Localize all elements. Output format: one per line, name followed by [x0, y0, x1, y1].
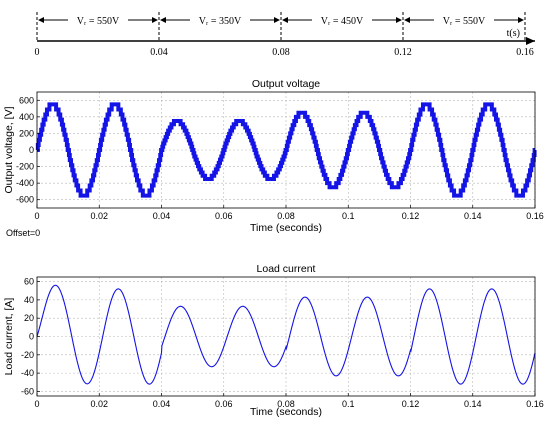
- chart-title: Load current: [257, 263, 316, 275]
- x-tick-label: 0: [34, 211, 39, 221]
- series-line-voltage: [35, 102, 537, 198]
- x-tick-label: 0.08: [277, 211, 295, 221]
- interval-arrowhead-right: [518, 17, 524, 23]
- interval-arrowhead-left: [404, 17, 410, 23]
- output-voltage-chart: 0 0.02 0.04 0.06 0.08 0.1 0.12 0.14 0.16 600 400 20…: [3, 78, 544, 234]
- interval-label: Vᵣ = 550V: [77, 16, 120, 27]
- x-tick-label: 0.1: [342, 399, 355, 409]
- y-tick-label: 40: [24, 295, 34, 305]
- x-tick-label: 0.16: [526, 211, 544, 221]
- x-tick-label: 0.1: [342, 211, 355, 221]
- y-axis-label: Output voltage, [V]: [3, 106, 15, 193]
- x-tick-label: 0.04: [153, 211, 171, 221]
- x-tick-label: 0.04: [153, 399, 171, 409]
- y-tick-label: 400: [19, 112, 34, 122]
- interval-label-bg: [312, 12, 372, 27]
- x-tick-label: 0.02: [90, 211, 108, 221]
- x-tick-label: 0.14: [464, 399, 482, 409]
- y-tick-label: -600: [16, 195, 34, 205]
- x-tick-label: 0.12: [402, 399, 420, 409]
- y-axis-label: Load current, [A]: [3, 298, 15, 376]
- y-tick-label: -20: [21, 350, 34, 360]
- interval-label: Vᵣ = 450V: [321, 16, 364, 27]
- load-current-chart: 0 0.02 0.04 0.06 0.08 0.1 0.12 0.14 0.166040200-…: [3, 263, 544, 418]
- x-axis-label: Time (seconds): [250, 222, 322, 234]
- chart-title: Output voltage: [252, 78, 320, 90]
- interval-arrowhead-right: [152, 17, 158, 23]
- interval-label-bg: [68, 12, 128, 27]
- x-tick-label: 0.02: [90, 399, 108, 409]
- x-tick-label: 0.16: [526, 399, 544, 409]
- interval-arrowhead-left: [160, 17, 166, 23]
- x-tick-label: 0.06: [215, 211, 233, 221]
- timeline-tick-label: 0.08: [272, 47, 290, 58]
- interval-arrowhead-left: [38, 17, 44, 23]
- interval-arrowhead-right: [396, 17, 402, 23]
- y-tick-label: 0: [29, 332, 34, 342]
- series-line-current: [36, 284, 536, 385]
- timeline-tick-label: 0.12: [394, 47, 412, 58]
- interval-arrowhead-left: [282, 17, 288, 23]
- timeline-tick-label: 0: [35, 47, 40, 58]
- timeline: 0 0.04 0.08 0.12 0.16 t(s) Vᵣ = 550V Vᵣ = 350V V…: [35, 12, 535, 58]
- interval-label: Vᵣ = 550V: [443, 16, 486, 27]
- interval-label-bg: [434, 12, 494, 27]
- x-tick-label: 0.06: [215, 399, 233, 409]
- y-tick-label: 60: [24, 277, 34, 287]
- x-tick-label: 0.08: [277, 399, 295, 409]
- interval-arrowhead-right: [274, 17, 280, 23]
- y-tick-label: -400: [16, 178, 34, 188]
- timeline-tick-label: 0.16: [516, 47, 534, 58]
- timeline-tick-label: 0.04: [150, 47, 168, 58]
- y-tick-label: -40: [21, 368, 34, 378]
- x-tick-label: 0.12: [402, 211, 420, 221]
- y-tick-label: 600: [19, 95, 34, 105]
- interval-label: Vᵣ = 350V: [199, 16, 242, 27]
- offset-text: Offset=0: [6, 228, 40, 238]
- interval-label-bg: [190, 12, 250, 27]
- y-tick-label: -200: [16, 162, 34, 172]
- x-tick-label: 0.14: [464, 211, 482, 221]
- timeline-arrowhead: [526, 37, 535, 45]
- x-tick-label: 0: [34, 399, 39, 409]
- y-tick-label: 0: [29, 145, 34, 155]
- y-tick-label: 20: [24, 313, 34, 323]
- y-tick-label: 200: [19, 128, 34, 138]
- timeline-axis-label: t(s): [507, 28, 520, 39]
- x-axis-label: Time (seconds): [250, 406, 322, 418]
- y-tick-label: -60: [21, 386, 34, 396]
